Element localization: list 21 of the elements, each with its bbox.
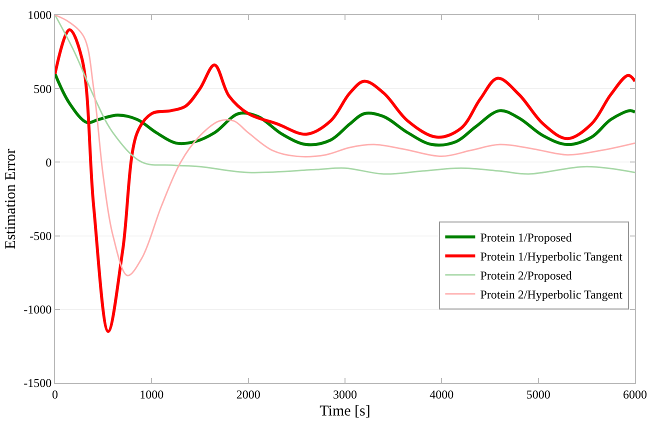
line-series (55, 72, 635, 146)
y-tick-label: -500 (30, 229, 52, 243)
y-tick-label: 1000 (28, 8, 52, 22)
y-tick-label: -1000 (24, 302, 52, 317)
legend-label: Protein 2/Hyperbolic Tangent (480, 288, 624, 302)
legend-label: Protein 1/Hyperbolic Tangent (480, 250, 624, 264)
y-tick-label: 0 (46, 155, 52, 170)
x-tick-label: 2000 (236, 387, 260, 402)
x-axis-title: Time [s] (320, 403, 370, 420)
y-tick-label: -1500 (24, 376, 52, 390)
x-tick-label: 4000 (430, 387, 454, 402)
line-series (55, 15, 635, 175)
legend-label: Protein 2/Proposed (480, 268, 572, 283)
x-tick-label: 5000 (526, 387, 550, 402)
x-tick-label: 3000 (333, 387, 357, 402)
y-tick-label: 500 (34, 82, 52, 96)
y-axis-title: Estimation Error (2, 148, 19, 250)
legend-label: Protein 1/Proposed (480, 230, 572, 245)
x-tick-label: 6000 (623, 387, 647, 402)
x-tick-label: 1000 (140, 387, 164, 402)
line-series (55, 28, 635, 333)
